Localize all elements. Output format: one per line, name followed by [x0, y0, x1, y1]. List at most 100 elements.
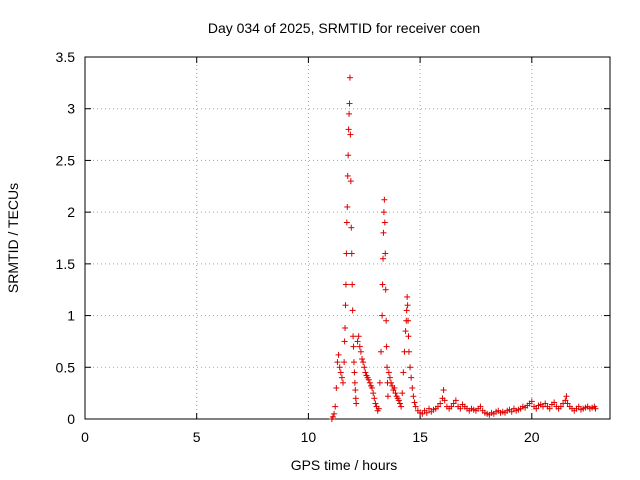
data-point [564, 400, 571, 407]
data-point [342, 324, 349, 331]
data-point [351, 369, 358, 376]
data-point [350, 343, 357, 350]
data-point [575, 403, 582, 410]
data-point [342, 281, 349, 288]
data-point [592, 405, 599, 412]
data-point [355, 333, 362, 340]
data-point [452, 397, 459, 404]
data-point [349, 307, 356, 314]
data-point [334, 359, 341, 366]
data-point [379, 281, 386, 288]
data-point [392, 390, 399, 397]
data-point [378, 348, 385, 355]
tick-layer: 0 0.5 1 1.5 2 2.5 3 3.5 0 5 10 15 20 [56, 49, 610, 445]
data-point [338, 374, 345, 381]
data-point [341, 359, 348, 366]
y-tick-label: 2 [67, 204, 75, 220]
data-point [336, 364, 343, 371]
data-point [350, 333, 357, 340]
data-point [348, 250, 355, 257]
data-point [346, 100, 353, 107]
y-tick-label: 0.5 [56, 359, 76, 375]
data-point [365, 376, 372, 383]
data-point [383, 317, 390, 324]
data-point [357, 348, 364, 355]
point-layer [328, 74, 599, 422]
grid-layer [85, 57, 610, 419]
data-point [380, 229, 387, 236]
data-point [333, 384, 340, 391]
data-point [353, 400, 360, 407]
x-tick-label: 0 [81, 429, 89, 445]
data-point [405, 317, 412, 324]
data-point [457, 405, 464, 412]
plot-frame [84, 56, 611, 420]
data-point [533, 405, 540, 412]
data-point [398, 403, 405, 410]
data-point [402, 328, 409, 335]
data-point [361, 364, 368, 371]
y-tick-label: 3.5 [56, 49, 76, 65]
y-tick-label: 1.5 [56, 256, 76, 272]
data-point [397, 400, 403, 407]
data-point [448, 403, 455, 410]
data-point [423, 409, 430, 416]
data-point [382, 286, 389, 293]
y-axis-label: SRMTID / TECUs [5, 183, 21, 293]
data-point [440, 387, 447, 394]
data-point [385, 369, 392, 376]
data-point [404, 302, 411, 309]
data-point [335, 351, 342, 358]
data-point [372, 400, 379, 407]
data-point [562, 397, 569, 404]
data-point [399, 390, 406, 397]
data-point [437, 400, 444, 407]
data-point [563, 393, 570, 400]
data-point [343, 219, 350, 226]
y-tick-label: 0 [67, 411, 75, 427]
x-axis-label: GPS time / hours [291, 457, 398, 473]
data-point [409, 384, 416, 391]
data-point [528, 398, 535, 405]
data-point [344, 172, 351, 179]
data-point [380, 209, 387, 216]
data-point [426, 405, 433, 412]
x-tick-label: 15 [412, 429, 428, 445]
data-point [381, 196, 388, 203]
data-point [341, 338, 348, 345]
data-point [388, 379, 395, 386]
data-point [346, 110, 353, 117]
data-point [360, 359, 367, 366]
data-point [351, 379, 358, 386]
data-point [371, 395, 378, 402]
data-point [405, 333, 412, 340]
data-point [345, 152, 352, 159]
data-point [359, 356, 366, 363]
data-point [331, 410, 338, 417]
data-point [347, 178, 354, 185]
data-point [405, 348, 412, 355]
data-point [375, 405, 382, 412]
data-point [347, 131, 354, 138]
x-tick-label: 10 [301, 429, 317, 445]
data-point [356, 343, 363, 350]
x-tick-label: 5 [193, 429, 201, 445]
data-point [340, 379, 347, 386]
data-point [557, 403, 564, 410]
data-point [403, 307, 410, 314]
data-point [381, 219, 388, 226]
data-point [419, 410, 426, 417]
data-point [407, 364, 414, 371]
data-point [332, 403, 339, 410]
data-point [450, 400, 457, 407]
data-point [344, 203, 351, 210]
data-point [337, 369, 344, 376]
data-point [362, 369, 369, 376]
data-point [434, 403, 441, 410]
data-point [350, 359, 357, 366]
data-point [342, 302, 349, 309]
data-point [345, 126, 352, 133]
data-point [391, 384, 398, 391]
